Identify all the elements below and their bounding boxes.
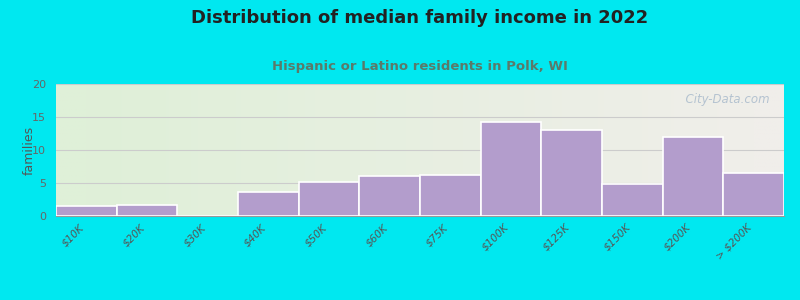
Bar <box>117 205 178 216</box>
Bar <box>481 122 542 216</box>
Text: Hispanic or Latino residents in Polk, WI: Hispanic or Latino residents in Polk, WI <box>272 60 568 73</box>
Bar <box>359 176 420 216</box>
Text: City-Data.com: City-Data.com <box>678 93 770 106</box>
Bar <box>723 173 784 216</box>
Bar <box>662 137 723 216</box>
Bar <box>238 192 298 216</box>
Y-axis label: families: families <box>23 125 36 175</box>
Bar <box>56 206 117 216</box>
Text: Distribution of median family income in 2022: Distribution of median family income in … <box>191 9 649 27</box>
Bar <box>298 182 359 216</box>
Bar <box>420 175 481 216</box>
Bar <box>542 130 602 216</box>
Bar <box>602 184 662 216</box>
